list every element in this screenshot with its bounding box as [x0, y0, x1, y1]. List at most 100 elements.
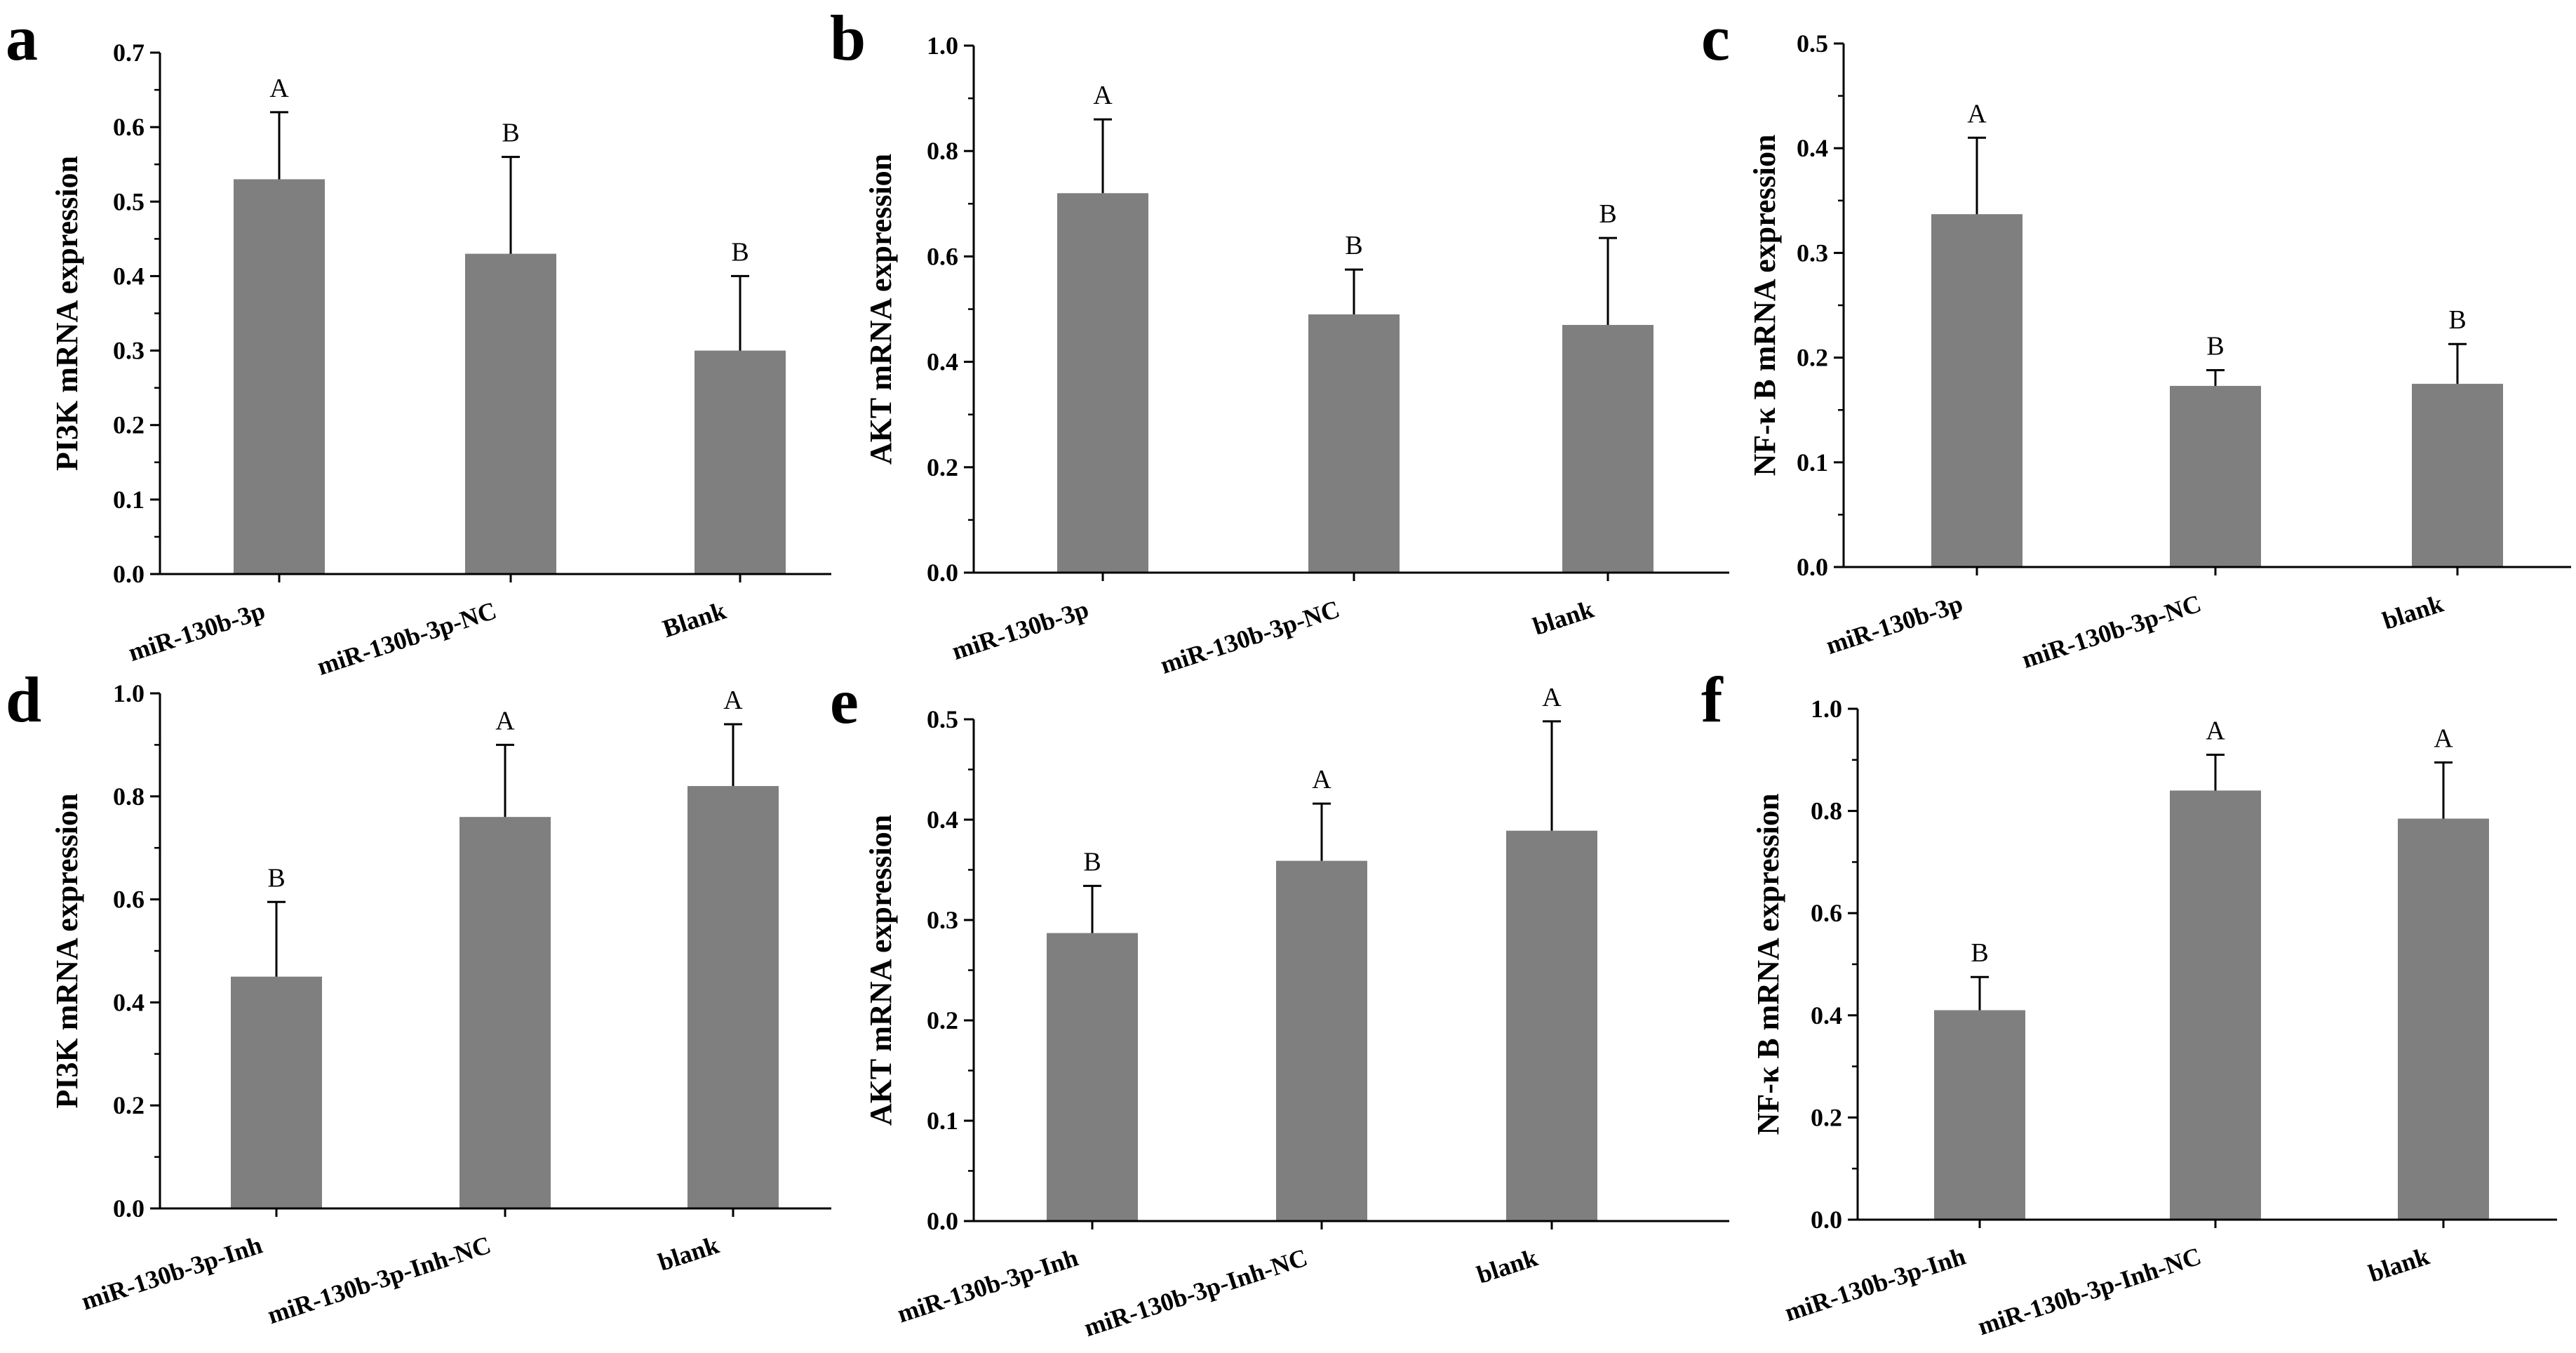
y-axis-label: PI3K mRNA expression [50, 156, 84, 471]
significance-label: B [1599, 199, 1616, 229]
significance-label: A [269, 74, 289, 103]
y-tick-label: 0.4 [1797, 134, 1828, 162]
panel-label: b [830, 2, 866, 74]
bar-miR-130b-3p-NC [2170, 385, 2261, 567]
significance-label: B [2206, 332, 2224, 361]
y-tick-label: 0.4 [113, 262, 145, 290]
significance-label: B [2448, 305, 2466, 335]
bar-blank [2412, 383, 2503, 567]
y-tick-label: 1.0 [927, 32, 958, 60]
x-tick-label: miR-130b-3p-Inh [1781, 1242, 1968, 1327]
significance-label: A [1967, 99, 1987, 128]
x-tick-label: blank [1473, 1244, 1541, 1289]
bar-blank [2398, 818, 2489, 1220]
y-tick-label: 0.0 [927, 559, 958, 587]
x-tick-label: miR-130b-3p-Inh [78, 1231, 265, 1316]
y-tick-label: 0.8 [927, 137, 958, 165]
y-tick-label: 0.1 [1797, 448, 1828, 476]
y-tick-label: 0.3 [1797, 239, 1828, 267]
chart-panel-e: e AKT mRNA expression B A A 0.0 0.1 0.2 0.3 0.4 0.… [830, 665, 1729, 1342]
y-tick-label: 0.4 [927, 348, 958, 376]
y-tick-label: 0.2 [113, 1091, 145, 1119]
bar-miR-130b-3p-Inh-NC [1276, 860, 1367, 1221]
y-axis-label: PI3K mRNA expression [50, 794, 84, 1109]
bar-miR-130b-3p-Inh [231, 976, 322, 1208]
significance-label: A [723, 686, 743, 715]
y-axis-label: NF-κ B mRNA expression [1751, 794, 1785, 1135]
y-tick-label: 0.0 [1811, 1206, 1842, 1234]
y-tick-label: 0.1 [113, 486, 145, 514]
significance-label: A [2206, 717, 2225, 746]
y-tick-label: 0.7 [113, 39, 145, 67]
y-tick-label: 0.0 [1797, 553, 1828, 581]
y-tick-label: 0.0 [113, 1194, 145, 1222]
bar-miR-130b-3p-Inh [1047, 933, 1138, 1221]
y-tick-label: 1.0 [113, 679, 145, 707]
bar-blank [687, 786, 779, 1208]
x-tick-label: miR-130b-3p-NC [314, 596, 499, 681]
x-tick-label: miR-130b-3p [948, 595, 1092, 665]
bar-miR-130b-3p-Inh [1934, 1010, 2025, 1220]
y-tick-label: 0.8 [113, 782, 145, 811]
y-tick-label: 0.3 [113, 337, 145, 365]
x-tick-label: miR-130b-3p-Inh [894, 1244, 1081, 1328]
chart-panel-c: c NF-κ B mRNA expression A B B 0.0 0.1 0.2 0.3 0.… [1701, 2, 2571, 674]
y-tick-label: 0.4 [927, 806, 958, 834]
y-tick-label: 0.5 [1797, 29, 1828, 58]
significance-label: B [731, 237, 749, 267]
y-tick-label: 0.4 [113, 988, 145, 1016]
x-tick-label: miR-130b-3p [125, 596, 268, 667]
bar-miR-130b-3p-NC [465, 253, 556, 574]
panel-label: f [1701, 664, 1724, 735]
y-tick-label: 0.4 [1811, 1001, 1842, 1029]
x-tick-label: blank [2379, 589, 2446, 635]
bar-miR-130b-3p-Inh-NC [2170, 790, 2261, 1220]
x-tick-label: miR-130b-3p-Inh-NC [1080, 1244, 1310, 1342]
chart-panel-b: b AKT mRNA expression A B B 0.0 0.2 0.4 0.6 0.8 1.… [830, 2, 1729, 679]
panel-label: c [1701, 2, 1730, 74]
y-tick-label: 0.6 [927, 242, 958, 270]
x-tick-label: miR-130b-3p-Inh-NC [264, 1231, 494, 1330]
bar-miR-130b-3p [1057, 193, 1148, 573]
y-tick-label: 0.2 [1811, 1103, 1842, 1131]
y-tick-label: 0.6 [1811, 899, 1842, 927]
y-tick-label: 1.0 [1811, 695, 1842, 723]
x-tick-label: blank [2365, 1242, 2432, 1288]
significance-label: A [2434, 724, 2453, 753]
x-tick-label: miR-130b-3p [1823, 589, 1966, 660]
significance-label: A [1093, 81, 1113, 110]
x-tick-label: miR-130b-3p-NC [2018, 589, 2204, 674]
y-tick-label: 0.6 [113, 886, 145, 914]
y-tick-label: 0.2 [927, 1006, 958, 1034]
y-tick-label: 0.2 [927, 453, 958, 481]
x-tick-label: blank [655, 1231, 722, 1277]
panel-label: d [6, 664, 41, 735]
y-tick-label: 0.5 [113, 187, 145, 215]
bar-Blank [695, 350, 786, 574]
significance-label: B [1083, 847, 1101, 877]
y-tick-label: 0.0 [927, 1207, 958, 1235]
chart-panel-f: f NF-κ B mRNA expression B A A 0.0 0.2 0.4 0.6 0.… [1701, 664, 2557, 1340]
bar-miR-130b-3p-Inh-NC [459, 817, 551, 1208]
y-tick-label: 0.0 [113, 560, 145, 588]
y-axis-label: NF-κ B mRNA expression [1747, 135, 1782, 476]
panel-label: a [6, 2, 38, 74]
y-axis-label: AKT mRNA expression [864, 815, 898, 1126]
bar-miR-130b-3p [234, 179, 325, 574]
significance-label: B [267, 863, 285, 893]
y-tick-label: 0.8 [1811, 797, 1842, 825]
chart-panel-d: d PI3K mRNA expression B A A 0.0 0.2 0.4 0.6 0.8 1… [6, 664, 831, 1329]
x-tick-label: blank [1529, 595, 1597, 641]
bar-blank [1562, 325, 1653, 573]
significance-label: B [502, 119, 519, 148]
chart-panel-a: a PI3K mRNA expression A B B 0.0 0.1 0.2 0.3 0.4 0… [6, 2, 831, 681]
x-tick-label: miR-130b-3p-Inh-NC [1974, 1242, 2204, 1341]
significance-label: B [1345, 231, 1362, 260]
y-tick-label: 0.2 [1797, 344, 1828, 372]
panel-label: e [830, 665, 859, 737]
x-tick-label: miR-130b-3p-NC [1157, 595, 1343, 679]
y-tick-label: 0.2 [113, 411, 145, 439]
bar-blank [1506, 830, 1597, 1221]
significance-label: A [1542, 683, 1562, 712]
